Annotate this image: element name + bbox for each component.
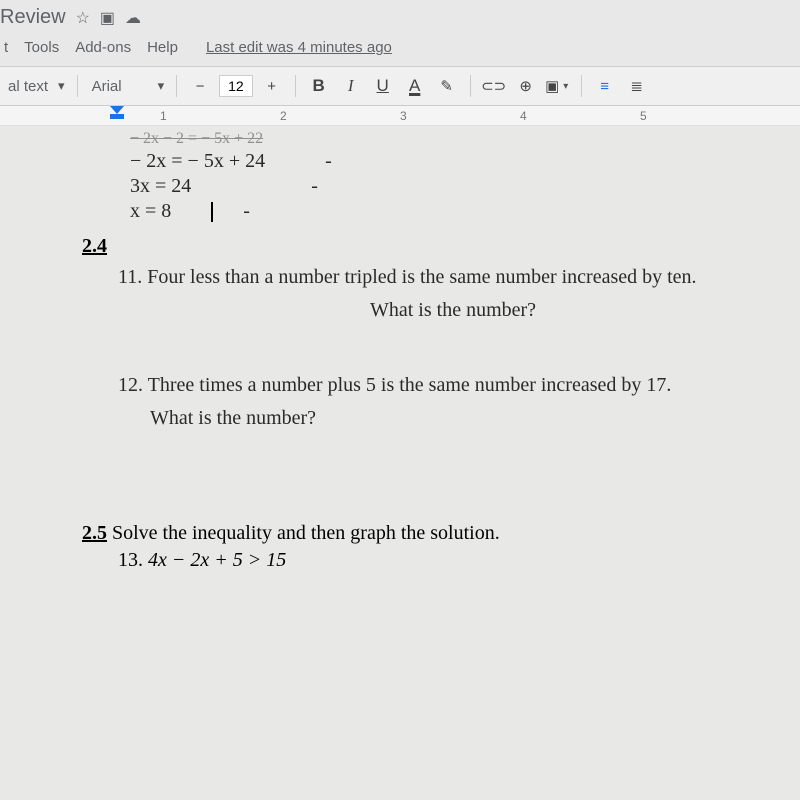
ruler[interactable]: 1 2 3 4 5	[0, 106, 800, 126]
text-cursor	[211, 202, 213, 222]
app-window: Review ☆ ▣ ☁ t Tools Add-ons Help Last e…	[0, 0, 800, 800]
move-icon[interactable]: ▣	[100, 8, 115, 28]
math-line-strike: − 2x − 2 = − 5x + 22	[10, 130, 790, 148]
text-color-button[interactable]: A	[402, 73, 428, 99]
style-dropdown[interactable]: al text ▾	[4, 78, 67, 95]
dash-text: -	[243, 200, 250, 223]
separator	[581, 75, 582, 97]
menubar: t Tools Add-ons Help Last edit was 4 min…	[0, 35, 800, 66]
align-button-2[interactable]: ≣	[624, 73, 650, 99]
dash-text: -	[311, 175, 318, 198]
math-line-3: x = 8 -	[10, 200, 790, 223]
link-button[interactable]: ⊂⊃	[481, 73, 507, 99]
star-icon[interactable]: ☆	[76, 8, 90, 28]
titlebar: Review ☆ ▣ ☁	[0, 0, 800, 35]
document-page[interactable]: − 2x − 2 = − 5x + 22 − 2x = − 5x + 24 - …	[0, 126, 800, 800]
separator	[176, 75, 177, 97]
menu-item-addons[interactable]: Add-ons	[75, 39, 131, 56]
section-heading-25: 2.5 Solve the inequality and then graph …	[10, 522, 790, 545]
underline-button[interactable]: U	[370, 73, 396, 99]
indent-marker-icon[interactable]	[110, 106, 124, 123]
bold-button[interactable]: B	[306, 73, 332, 99]
problem-12-sub: What is the number?	[10, 405, 790, 432]
equation-text: − 2x = − 5x + 24	[130, 150, 265, 173]
ruler-number: 1	[160, 109, 167, 123]
image-icon: ▣	[545, 77, 559, 95]
section-heading-24: 2.4	[10, 235, 790, 258]
separator	[295, 75, 296, 97]
cloud-icon[interactable]: ☁	[125, 8, 141, 28]
ruler-number: 4	[520, 109, 527, 123]
problem-11-sub: What is the number?	[10, 297, 790, 324]
dash-text: -	[325, 150, 332, 173]
align-button[interactable]: ≡	[592, 73, 618, 99]
image-button[interactable]: ▣▾	[545, 73, 571, 99]
font-size-increase-button[interactable]: +	[259, 73, 285, 99]
problem-11: 11. Four less than a number tripled is t…	[10, 264, 790, 291]
style-label: al text	[4, 78, 52, 95]
equation-text: 3x = 24	[130, 175, 191, 198]
highlight-button[interactable]: ✎	[434, 73, 460, 99]
font-size-decrease-button[interactable]: −	[187, 73, 213, 99]
problem-12: 12. Three times a number plus 5 is the s…	[10, 372, 790, 399]
font-size-input[interactable]: 12	[219, 75, 253, 97]
comment-button[interactable]: ⊕	[513, 73, 539, 99]
problem-13: 13. 4x − 2x + 5 > 15	[10, 549, 790, 572]
section-text: Solve the inequality and then graph the …	[107, 522, 500, 544]
chevron-down-icon: ▾	[156, 78, 167, 94]
menu-item-help[interactable]: Help	[147, 39, 178, 56]
font-label: Arial	[88, 78, 152, 95]
section-number: 2.5	[82, 522, 107, 544]
equation-text: x = 8	[130, 200, 171, 223]
problem-number: 13.	[118, 549, 148, 571]
font-dropdown[interactable]: Arial ▾	[88, 78, 167, 95]
separator	[77, 75, 78, 97]
toolbar: al text ▾ Arial ▾ − 12 + B I U A ✎ ⊂⊃ ⊕ …	[0, 66, 800, 106]
menu-item-tools[interactable]: Tools	[24, 39, 59, 56]
ruler-number: 3	[400, 109, 407, 123]
chevron-down-icon: ▾	[561, 81, 570, 92]
ruler-number: 5	[640, 109, 647, 123]
math-line-2: 3x = 24 -	[10, 175, 790, 198]
last-edit-link[interactable]: Last edit was 4 minutes ago	[206, 39, 392, 56]
separator	[470, 75, 471, 97]
document-title[interactable]: Review	[0, 6, 66, 29]
math-line-1: − 2x = − 5x + 24 -	[10, 150, 790, 173]
ruler-number: 2	[280, 109, 287, 123]
menu-item-t[interactable]: t	[4, 39, 8, 56]
problem-equation: 4x − 2x + 5 > 15	[148, 549, 286, 571]
italic-button[interactable]: I	[338, 73, 364, 99]
chevron-down-icon: ▾	[56, 78, 67, 94]
